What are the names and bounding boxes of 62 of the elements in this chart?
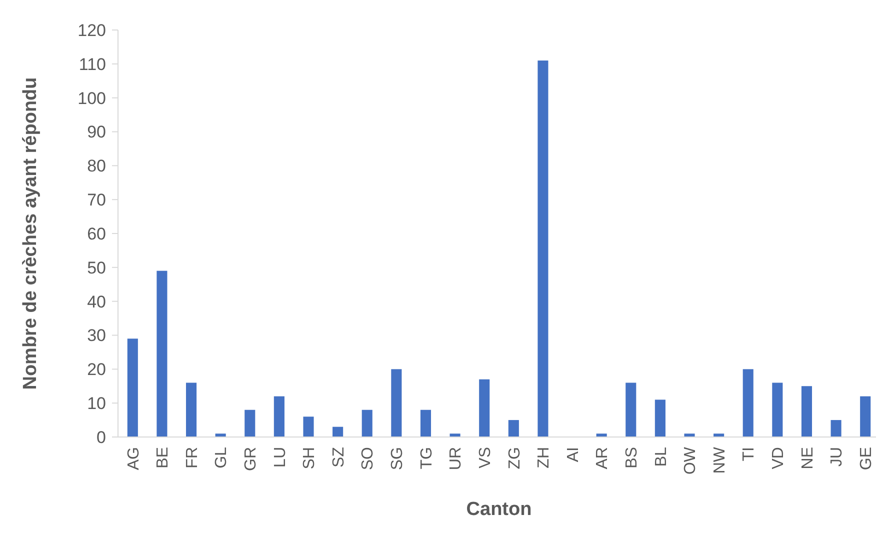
bar [508, 420, 519, 437]
x-axis-title: Canton [466, 499, 532, 520]
x-tick-label: AR [594, 447, 612, 470]
y-tick-label: 30 [87, 326, 106, 346]
bar [538, 60, 548, 437]
y-tick-label: 80 [87, 156, 106, 176]
bar [772, 382, 783, 437]
x-tick-label: GR [242, 447, 260, 471]
x-tick-label: TI [740, 447, 758, 462]
bar [156, 270, 168, 437]
y-tick-label: 10 [87, 394, 106, 414]
bar [420, 410, 432, 437]
x-tick-label: OW [682, 446, 700, 475]
bar [742, 369, 754, 437]
y-tick-label: 70 [87, 190, 106, 210]
bar [274, 396, 284, 437]
x-tick-label: ZH [536, 447, 553, 468]
x-tick-label: BE [154, 447, 172, 468]
x-tick-label: SO [360, 447, 377, 470]
bar [860, 396, 871, 437]
bar [244, 410, 256, 437]
x-tick-label: FR [184, 447, 201, 468]
bar [479, 379, 490, 437]
bar [332, 426, 344, 437]
x-tick-label: LU [272, 447, 289, 468]
x-tick-label: AI [564, 447, 582, 462]
x-tick-label: AG [125, 447, 142, 470]
x-tick-label: TG [418, 447, 436, 470]
y-axis-title: Nombre de crèches ayant répondu [20, 77, 41, 390]
x-tick-label: NW [711, 446, 728, 474]
x-tick-label: GE [858, 447, 875, 470]
x-tick-label: NE [799, 447, 816, 470]
x-tick-label: BS [623, 447, 640, 468]
bar [391, 369, 402, 437]
bar [801, 386, 812, 437]
bar [186, 382, 197, 437]
bar [830, 420, 842, 437]
y-tick-label: 50 [87, 258, 106, 278]
y-tick-label: 110 [78, 54, 106, 74]
bar [362, 410, 372, 437]
y-tick-label: 40 [87, 292, 106, 312]
y-tick-label: 120 [78, 20, 106, 40]
x-tick-label: SG [389, 447, 406, 470]
x-tick-label: GL [213, 446, 230, 468]
y-tick-label: 100 [78, 88, 106, 108]
bar [654, 400, 666, 437]
x-tick-label: UR [448, 447, 465, 470]
x-tick-label: VD [770, 447, 788, 470]
x-tick-label: JU [828, 447, 846, 467]
y-tick-label: 90 [87, 122, 106, 142]
x-tick-label: SH [301, 447, 318, 470]
x-tick-label: ZG [506, 447, 524, 470]
bar [626, 382, 636, 437]
bar [303, 416, 314, 437]
x-tick-label: BL [652, 446, 670, 467]
y-tick-label: 60 [87, 224, 106, 244]
x-tick-label: SZ [330, 446, 348, 468]
y-tick-label: 20 [87, 360, 106, 380]
bar [127, 338, 138, 437]
y-tick-label: 0 [96, 428, 106, 447]
x-tick-label: VS [476, 447, 494, 468]
bar [684, 434, 695, 437]
